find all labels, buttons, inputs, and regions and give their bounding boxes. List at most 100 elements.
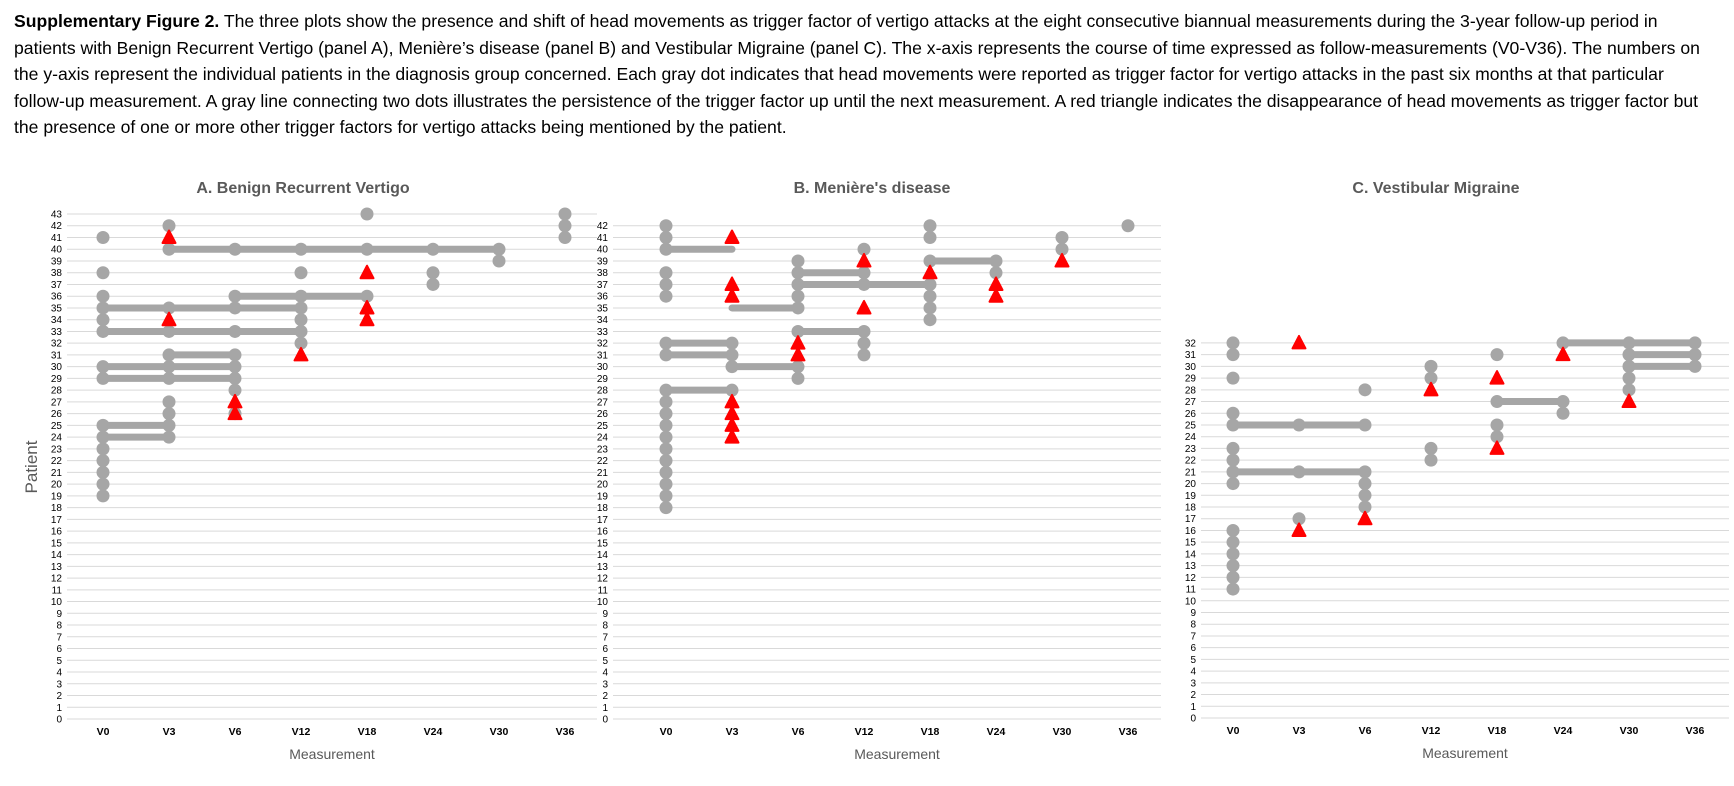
- y-tick-label: 3: [56, 679, 62, 690]
- y-tick-label: 37: [597, 280, 609, 291]
- y-tick-label: 7: [1190, 631, 1196, 642]
- other-trigger-triangle: [293, 346, 309, 362]
- trigger-dot: [659, 418, 673, 432]
- trigger-dot: [1688, 336, 1702, 350]
- x-tick-label: V0: [1227, 725, 1240, 737]
- y-tick-label: 4: [602, 668, 608, 679]
- trigger-dot: [659, 219, 673, 233]
- trigger-dot: [725, 348, 739, 362]
- trigger-dot: [558, 230, 572, 244]
- y-tick-label: 27: [51, 397, 63, 408]
- trigger-dot: [426, 266, 440, 280]
- y-tick-label: 24: [51, 433, 63, 444]
- y-tick-label: 41: [51, 233, 63, 244]
- y-tick-label: 8: [1190, 620, 1196, 631]
- trigger-dot: [659, 277, 673, 291]
- y-tick-label: 10: [1185, 596, 1197, 607]
- other-trigger-triangle: [1291, 522, 1307, 537]
- trigger-dot: [989, 266, 1003, 280]
- trigger-dot: [1688, 359, 1702, 373]
- y-tick-label: 32: [1185, 338, 1197, 349]
- other-trigger-triangle: [988, 288, 1004, 303]
- trigger-dot: [426, 242, 440, 256]
- trigger-dot: [96, 266, 110, 280]
- y-tick-label: 25: [1185, 420, 1197, 431]
- y-tick-label: 14: [597, 550, 609, 561]
- y-tick-label: 41: [597, 233, 609, 244]
- other-trigger-triangle: [161, 311, 177, 327]
- x-tick-label: V18: [358, 726, 377, 738]
- trigger-dot: [659, 465, 673, 479]
- trigger-dot: [1490, 418, 1504, 432]
- y-tick-label: 29: [1185, 374, 1197, 385]
- y-tick-label: 39: [51, 256, 63, 267]
- y-tick-label: 20: [597, 480, 609, 491]
- trigger-dot: [659, 289, 673, 303]
- trigger-dot: [294, 313, 308, 327]
- other-trigger-triangle: [1291, 334, 1307, 350]
- y-tick-label: 21: [597, 468, 609, 479]
- x-tick-label: V24: [1554, 725, 1573, 737]
- other-trigger-triangle: [724, 417, 740, 432]
- y-tick-label: 5: [1190, 655, 1196, 666]
- other-trigger-triangle: [922, 264, 938, 280]
- trigger-dot: [791, 266, 805, 280]
- y-tick-label: 27: [1185, 397, 1197, 408]
- other-trigger-triangle: [359, 311, 375, 327]
- y-tick-label: 2: [602, 691, 608, 702]
- trigger-dot: [1358, 477, 1372, 491]
- x-tick-label: V36: [1119, 726, 1138, 738]
- other-trigger-triangle: [724, 429, 740, 444]
- y-tick-label: 36: [51, 292, 63, 303]
- trigger-dot: [96, 371, 110, 385]
- y-tick-label: 22: [1185, 456, 1197, 467]
- trigger-dot: [162, 430, 176, 444]
- trigger-dot: [659, 407, 673, 421]
- y-tick-label: 37: [51, 280, 63, 291]
- y-tick-label: 0: [56, 715, 62, 726]
- y-tick-label: 15: [51, 538, 63, 549]
- trigger-dot: [1226, 348, 1240, 362]
- y-tick-label: 0: [602, 715, 608, 726]
- y-tick-label: 43: [51, 210, 63, 221]
- trigger-dot: [1556, 406, 1570, 420]
- other-trigger-triangle: [227, 405, 243, 421]
- trigger-dot: [162, 371, 176, 385]
- trigger-dot: [1622, 359, 1636, 373]
- trigger-dot: [96, 465, 110, 479]
- trigger-dot: [659, 230, 673, 244]
- trigger-dot: [659, 454, 673, 468]
- other-trigger-triangle: [988, 276, 1004, 291]
- trigger-dot: [1226, 465, 1240, 479]
- y-tick-label: 34: [597, 315, 609, 326]
- y-tick-label: 33: [51, 327, 63, 338]
- y-tick-label: 1: [602, 703, 608, 714]
- y-tick-label: 14: [51, 550, 63, 561]
- trigger-dot: [294, 301, 308, 315]
- trigger-dot: [96, 289, 110, 303]
- trigger-dot: [1226, 418, 1240, 432]
- other-trigger-triangle: [790, 346, 806, 362]
- y-tick-label: 11: [52, 585, 63, 596]
- y-tick-label: 5: [602, 656, 608, 667]
- trigger-dot: [1424, 371, 1438, 385]
- trigger-dot: [1556, 336, 1570, 350]
- y-tick-label: 31: [1185, 350, 1197, 361]
- y-tick-label: 14: [1185, 549, 1197, 560]
- y-tick-label: 20: [1185, 479, 1197, 490]
- y-tick-label: 13: [51, 562, 63, 573]
- y-tick-label: 6: [56, 644, 62, 655]
- chart-title: B. Menière's disease: [794, 180, 951, 197]
- y-tick-label: 33: [597, 327, 609, 338]
- y-tick-label: 23: [597, 444, 609, 455]
- chart-title: A. Benign Recurrent Vertigo: [196, 180, 410, 197]
- x-tick-label: V3: [163, 726, 176, 738]
- y-tick-label: 12: [1185, 573, 1197, 584]
- y-tick-label: 6: [1190, 643, 1196, 654]
- trigger-dot: [162, 407, 176, 421]
- y-tick-label: 15: [1185, 538, 1197, 549]
- y-tick-label: 18: [1185, 503, 1197, 514]
- trigger-dot: [659, 336, 673, 350]
- y-tick-label: 39: [597, 256, 609, 267]
- x-tick-label: V6: [1359, 725, 1372, 737]
